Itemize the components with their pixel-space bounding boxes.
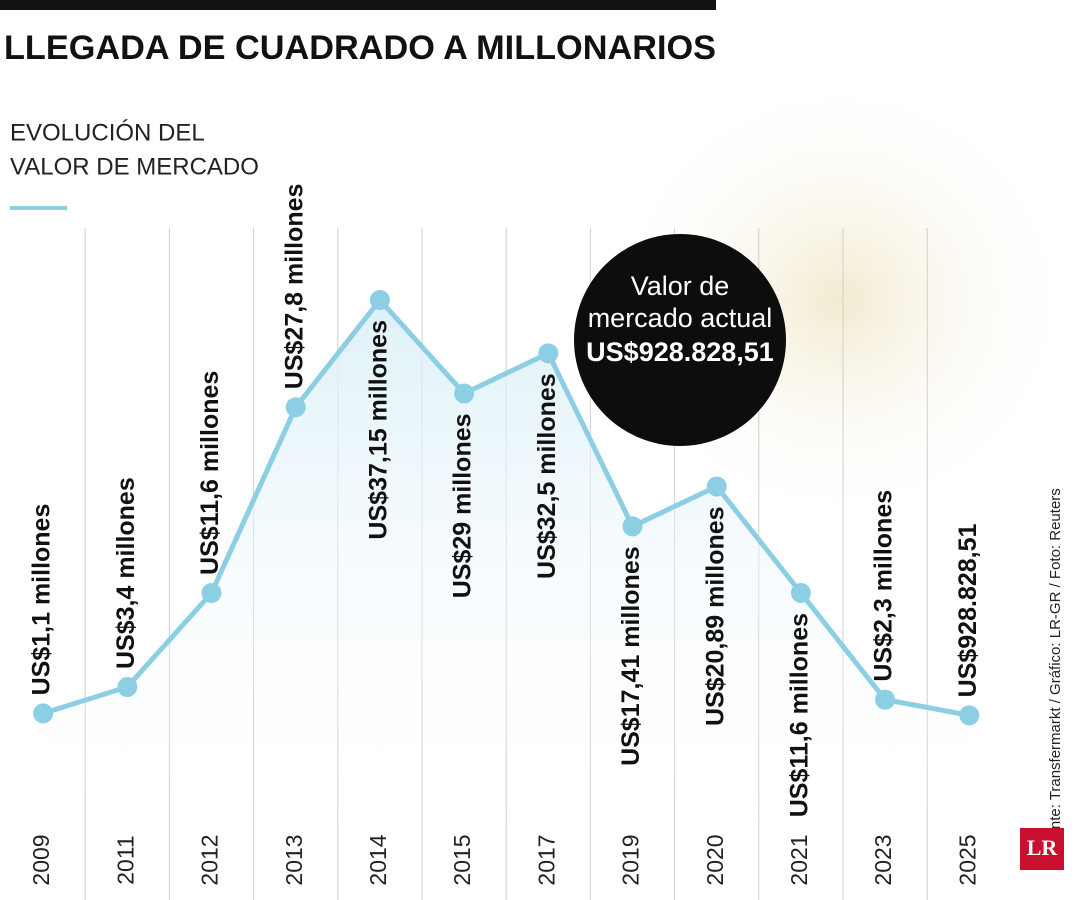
point bbox=[454, 383, 475, 404]
callout-text: mercado actual bbox=[588, 303, 773, 333]
value-label: US$27,8 millones bbox=[280, 184, 308, 390]
x-tick-label: 2019 bbox=[618, 834, 644, 885]
value-label: US$11,6 millones bbox=[196, 371, 224, 575]
top-bar bbox=[0, 0, 716, 10]
point bbox=[285, 397, 306, 418]
x-tick-label: 2012 bbox=[197, 834, 223, 885]
logo: LR bbox=[1027, 835, 1059, 860]
x-tick-label: 2025 bbox=[954, 834, 980, 885]
subtitle-line: EVOLUCIÓN DEL bbox=[10, 119, 205, 146]
callout-value: US$928.828,51 bbox=[586, 337, 774, 367]
point bbox=[706, 476, 727, 497]
source: Fuente: Transfermarkt / Gráfico: LR-GR /… bbox=[1047, 488, 1064, 855]
line bbox=[42, 297, 970, 718]
subtitle-line: VALOR DE MERCADO bbox=[10, 153, 259, 180]
plot: US$1,1 millones US$3,4 millones US$11,6 mi… bbox=[28, 184, 982, 900]
value-label: US$20,89 millones bbox=[701, 506, 729, 726]
value-label: US$37,15 millones bbox=[365, 320, 393, 540]
value-label: US$29 millones bbox=[449, 413, 477, 598]
x-tick-label: 2020 bbox=[702, 834, 728, 885]
point bbox=[33, 703, 54, 724]
callout-circle bbox=[574, 234, 786, 446]
logo-box bbox=[1020, 828, 1064, 870]
x-tick-label: 2023 bbox=[870, 834, 896, 885]
point bbox=[790, 582, 811, 603]
point bbox=[875, 689, 896, 710]
x-tick-label: 2011 bbox=[112, 835, 138, 884]
chart-title: LLEGADA DE CUADRADO A MILLONARIOS bbox=[4, 29, 716, 67]
value-label: US$1,1 millones bbox=[28, 504, 56, 696]
x-tick-label: 2014 bbox=[365, 834, 391, 885]
x-tick-label: 2017 bbox=[533, 834, 559, 885]
value-label: US$17,41 millones bbox=[617, 546, 645, 766]
point bbox=[201, 582, 222, 603]
x-tick-label: 2021 bbox=[786, 834, 812, 885]
value-label: US$928.828,51 bbox=[954, 523, 982, 697]
value-label: US$2,3 millones bbox=[870, 490, 898, 682]
x-tick-label: 2009 bbox=[28, 834, 54, 885]
point bbox=[117, 677, 138, 698]
point bbox=[959, 705, 980, 726]
point bbox=[622, 516, 643, 537]
value-label: US$3,4 millones bbox=[112, 477, 140, 669]
point bbox=[538, 343, 559, 364]
value-label: US$32,5 millones bbox=[533, 373, 561, 579]
x-tick-label: 2015 bbox=[449, 834, 475, 885]
callout-text: Valor de bbox=[631, 271, 730, 301]
value-label: US$11,6 millones bbox=[786, 613, 814, 817]
area bbox=[43, 300, 970, 830]
point bbox=[369, 290, 390, 310]
x-tick-label: 2013 bbox=[281, 834, 307, 885]
